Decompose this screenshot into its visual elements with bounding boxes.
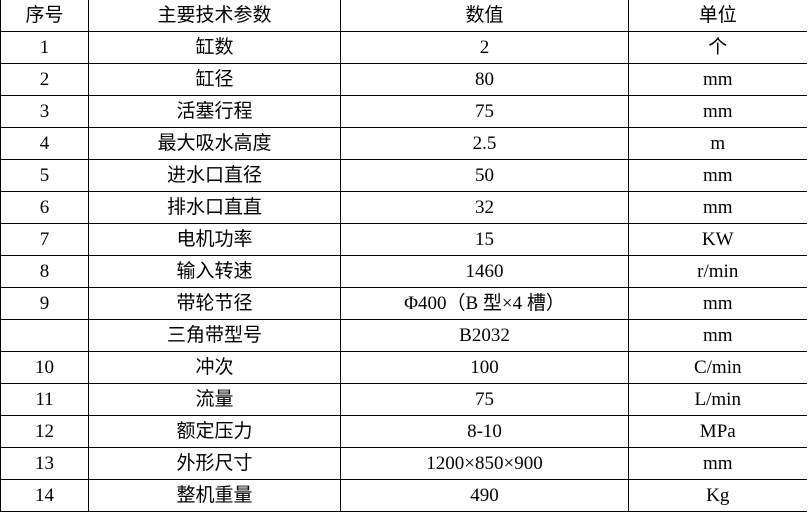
unit-cell: r/min: [628, 255, 807, 288]
table-row: 14 整机重量 490 Kg: [0, 479, 807, 512]
value-cell: 50: [340, 159, 629, 192]
param-cell: 外形尺寸: [88, 447, 341, 480]
table-row: 5 进水口直径 50 mm: [0, 159, 807, 192]
serial-cell: 12: [0, 415, 89, 448]
table-row: 10 冲次 100 C/min: [0, 351, 807, 384]
header-serial: 序号: [0, 0, 89, 32]
param-cell: 最大吸水高度: [88, 127, 341, 160]
param-cell: 排水口直直: [88, 191, 341, 224]
unit-cell: mm: [628, 159, 807, 192]
serial-cell: 4: [0, 127, 89, 160]
param-cell: 整机重量: [88, 479, 341, 512]
param-cell: 冲次: [88, 351, 341, 384]
value-cell: 32: [340, 191, 629, 224]
param-cell: 缸数: [88, 31, 341, 64]
param-cell: 额定压力: [88, 415, 341, 448]
value-cell: 75: [340, 95, 629, 128]
serial-cell: 3: [0, 95, 89, 128]
param-cell: 缸径: [88, 63, 341, 96]
param-cell: 活塞行程: [88, 95, 341, 128]
value-cell: 100: [340, 351, 629, 384]
table-row: 6 排水口直直 32 mm: [0, 191, 807, 224]
serial-cell: [0, 319, 89, 352]
table-row: 12 额定压力 8-10 MPa: [0, 415, 807, 448]
serial-cell: 1: [0, 31, 89, 64]
param-cell: 带轮节径: [88, 287, 341, 320]
header-param: 主要技术参数: [88, 0, 341, 32]
value-cell: 2: [340, 31, 629, 64]
value-cell: 75: [340, 383, 629, 416]
serial-cell: 8: [0, 255, 89, 288]
serial-cell: 5: [0, 159, 89, 192]
table-row: 11 流量 75 L/min: [0, 383, 807, 416]
unit-cell: 个: [628, 31, 807, 64]
value-cell: 15: [340, 223, 629, 256]
unit-cell: mm: [628, 191, 807, 224]
serial-cell: 2: [0, 63, 89, 96]
unit-cell: C/min: [628, 351, 807, 384]
header-unit: 单位: [628, 0, 807, 32]
unit-cell: Kg: [628, 479, 807, 512]
unit-cell: mm: [628, 287, 807, 320]
value-cell: 1460: [340, 255, 629, 288]
table-row: 1 缸数 2 个: [0, 31, 807, 64]
table-body: 1 缸数 2 个 2 缸径 80 mm 3 活塞行程 75 mm 4 最大吸水高度 2.5 m 5 进水口直径 50…: [0, 31, 807, 512]
value-cell: B2032: [340, 319, 629, 352]
unit-cell: KW: [628, 223, 807, 256]
param-cell: 三角带型号: [88, 319, 341, 352]
header-row: 序号 主要技术参数 数值 单位: [0, 0, 807, 32]
table-row: 3 活塞行程 75 mm: [0, 95, 807, 128]
param-cell: 流量: [88, 383, 341, 416]
table-row: 8 输入转速 1460 r/min: [0, 255, 807, 288]
value-cell: 8-10: [340, 415, 629, 448]
param-cell: 输入转速: [88, 255, 341, 288]
value-cell: 1200×850×900: [340, 447, 629, 480]
value-cell: Φ400（B 型×4 槽）: [340, 287, 629, 320]
param-cell: 电机功率: [88, 223, 341, 256]
value-cell: 80: [340, 63, 629, 96]
table-row: 7 电机功率 15 KW: [0, 223, 807, 256]
serial-cell: 13: [0, 447, 89, 480]
serial-cell: 9: [0, 287, 89, 320]
value-cell: 490: [340, 479, 629, 512]
serial-cell: 7: [0, 223, 89, 256]
unit-cell: mm: [628, 95, 807, 128]
serial-cell: 10: [0, 351, 89, 384]
serial-cell: 11: [0, 383, 89, 416]
value-cell: 2.5: [340, 127, 629, 160]
table-row: 9 带轮节径 Φ400（B 型×4 槽） mm: [0, 287, 807, 320]
unit-cell: mm: [628, 63, 807, 96]
unit-cell: m: [628, 127, 807, 160]
table-row: 三角带型号 B2032 mm: [0, 319, 807, 352]
header-value: 数值: [340, 0, 629, 32]
unit-cell: mm: [628, 447, 807, 480]
table-row: 13 外形尺寸 1200×850×900 mm: [0, 447, 807, 480]
table-row: 4 最大吸水高度 2.5 m: [0, 127, 807, 160]
serial-cell: 6: [0, 191, 89, 224]
unit-cell: L/min: [628, 383, 807, 416]
param-cell: 进水口直径: [88, 159, 341, 192]
unit-cell: MPa: [628, 415, 807, 448]
serial-cell: 14: [0, 479, 89, 512]
table-row: 2 缸径 80 mm: [0, 63, 807, 96]
unit-cell: mm: [628, 319, 807, 352]
